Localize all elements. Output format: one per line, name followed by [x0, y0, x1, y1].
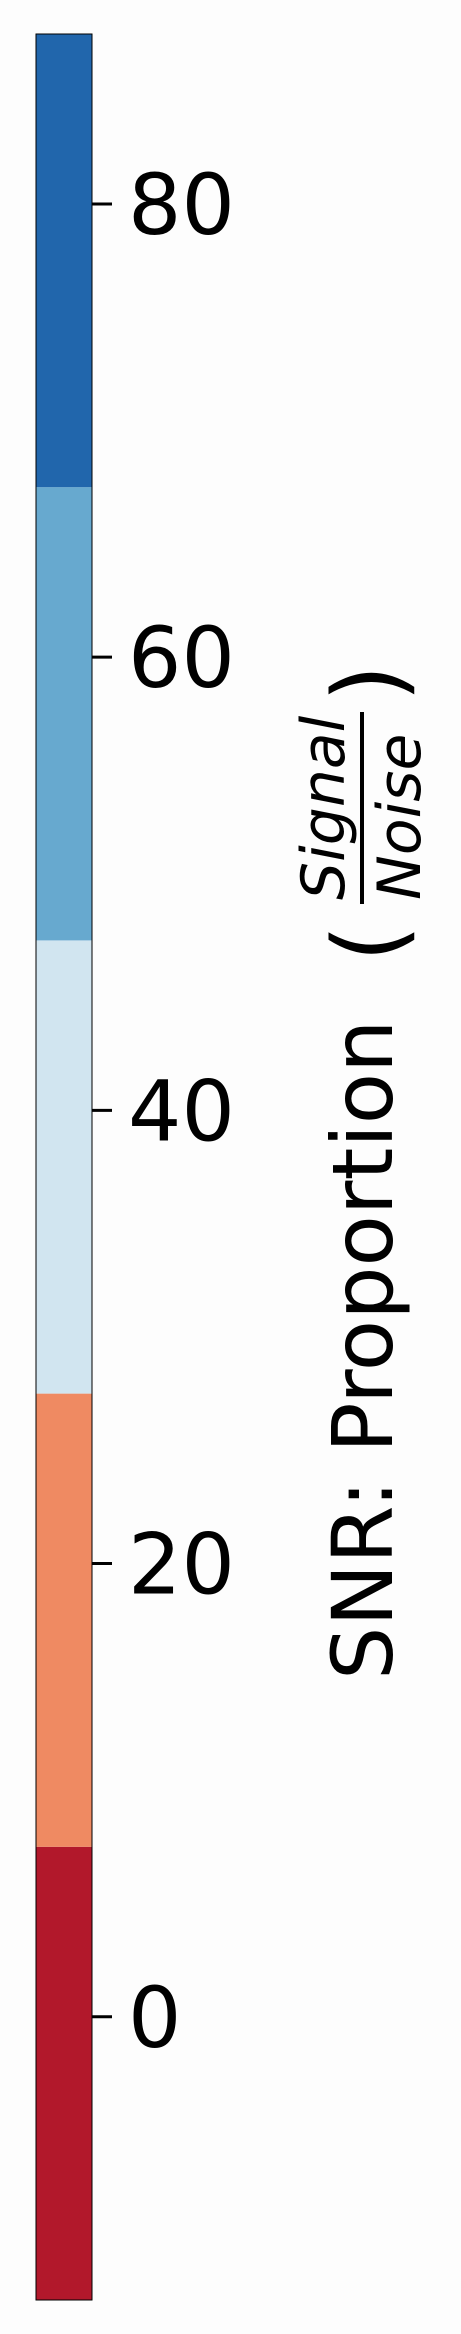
colorbar-axis-label: SNR: Proportion ( Signal Noise ) — [289, 665, 435, 1680]
axis-label-denominator: Noise — [365, 734, 435, 900]
tick-label: 0 — [128, 1969, 181, 2067]
colorbar-frame — [35, 33, 93, 2301]
axis-label-numerator: Signal — [289, 715, 359, 900]
axis-label-text: SNR: Proportion — [314, 1020, 412, 1680]
colorbar-bins — [36, 34, 92, 2300]
tick-label: 20 — [128, 1516, 235, 1614]
colorbar-bin-3 — [36, 487, 92, 941]
tick-label: 60 — [128, 609, 235, 707]
axis-label-paren-open: ( — [313, 925, 425, 962]
colorbar-bin-2 — [36, 940, 92, 1394]
colorbar-bin-0 — [36, 1846, 92, 2300]
tick-label: 80 — [128, 156, 235, 254]
colorbar-bin-4 — [36, 34, 92, 488]
colorbar-bin-1 — [36, 1393, 92, 1847]
tick-label: 40 — [128, 1062, 235, 1160]
axis-label-paren-close: ) — [313, 665, 425, 702]
colorbar-ticks: 0 20 40 60 80 — [92, 156, 235, 2067]
